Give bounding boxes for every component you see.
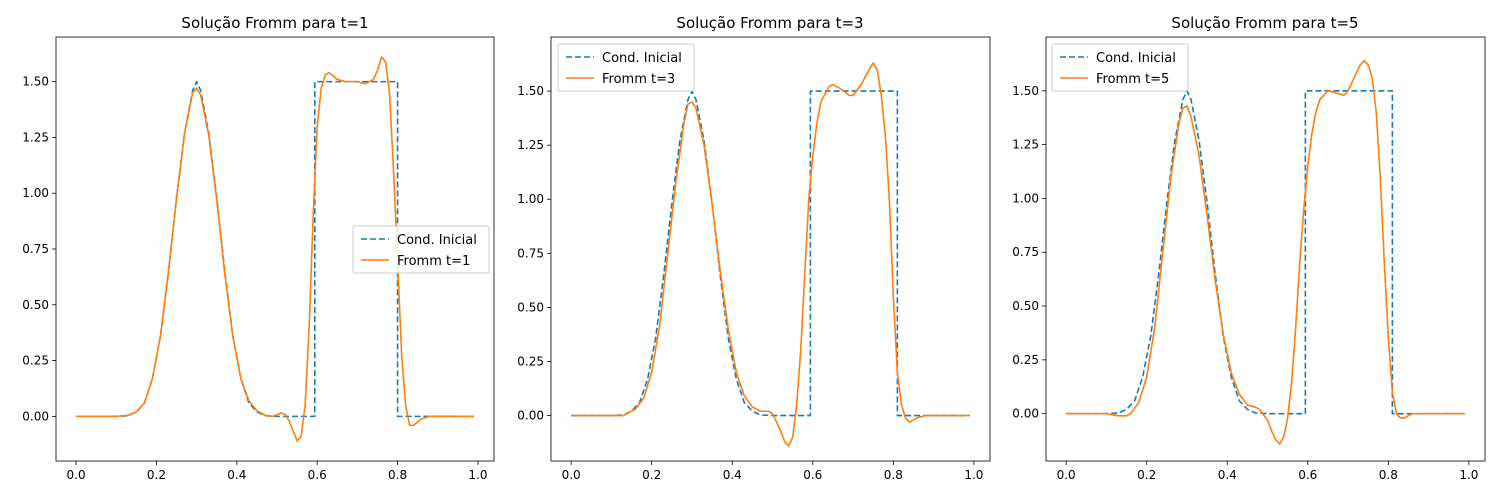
subplot-title: Solução Fromm para t=3 [676, 14, 863, 32]
y-tick-label: 0.50 [517, 300, 544, 314]
y-tick-label: 0.00 [517, 409, 544, 423]
series-line-fromm [1066, 59, 1465, 445]
y-tick-label: 0.50 [1012, 299, 1039, 313]
x-tick-label: 0.6 [308, 468, 327, 482]
series-line-initial [571, 90, 970, 417]
legend: Cond. Inicial Fromm t=5 [1051, 43, 1189, 92]
legend-box [557, 43, 695, 92]
axes-frame [1045, 36, 1486, 462]
y-tick-label: 0.25 [22, 354, 49, 368]
x-tick-label: 0.0 [562, 468, 581, 482]
x-tick-label: 0.0 [1057, 468, 1076, 482]
legend-label: Fromm t=3 [602, 72, 675, 87]
subplot-t3: Solução Fromm para t=3 0.0 0.2 0.4 0.6 0.8 1.… [517, 14, 991, 482]
series-line-fromm [571, 62, 970, 447]
y-tick-label: 0.00 [22, 409, 49, 423]
x-tick-label: 0.6 [803, 468, 822, 482]
y-tick-label: 1.25 [517, 138, 544, 152]
series-line-fromm [76, 56, 474, 442]
x-tick-label: 0.8 [388, 468, 407, 482]
y-tick-label: 0.50 [22, 298, 49, 312]
y-tick-label: 1.00 [517, 192, 544, 206]
x-tick-label: 1.0 [1459, 468, 1478, 482]
subplot-t1: Solução Fromm para t=1 0.0 0.2 0.4 0.6 0.8 1.… [22, 14, 495, 482]
legend: Cond. Inicial Fromm t=3 [557, 43, 695, 92]
x-tick-label: 0.8 [884, 468, 903, 482]
x-tick-label: 0.4 [723, 468, 742, 482]
legend-label: Fromm t=1 [397, 254, 470, 269]
x-tick-label: 0.6 [1298, 468, 1317, 482]
legend-box [352, 225, 490, 274]
y-tick-label: 0.25 [1012, 353, 1039, 367]
x-tick-label: 0.8 [1379, 468, 1398, 482]
series-group [1066, 59, 1465, 445]
legend-label: Cond. Inicial [602, 51, 682, 66]
x-tick-label: 0.0 [67, 468, 86, 482]
x-tick-label: 0.4 [227, 468, 246, 482]
y-tick-label: 1.25 [22, 130, 49, 144]
series-line-initial [1066, 90, 1465, 415]
series-group [76, 56, 474, 442]
y-tick-label: 1.50 [1012, 84, 1039, 98]
subplot-t5: Solução Fromm para t=5 0.0 0.2 0.4 0.6 0.8 1.… [1012, 14, 1486, 482]
x-tick-label: 0.2 [147, 468, 166, 482]
series-group [571, 62, 970, 447]
axes-frame [550, 36, 991, 462]
y-tick-label: 0.25 [517, 354, 544, 368]
y-tick-label: 0.00 [1012, 407, 1039, 421]
y-tick-label: 0.75 [517, 246, 544, 260]
x-tick-label: 1.0 [468, 468, 487, 482]
x-tick-label: 1.0 [964, 468, 983, 482]
subplot-title: Solução Fromm para t=5 [1171, 14, 1358, 32]
y-tick-label: 1.00 [22, 186, 49, 200]
legend-box [1051, 43, 1189, 92]
legend-label: Cond. Inicial [1096, 51, 1176, 66]
legend: Cond. Inicial Fromm t=1 [352, 225, 490, 274]
y-tick-label: 1.25 [1012, 138, 1039, 152]
y-tick-label: 1.00 [1012, 191, 1039, 205]
y-tick-label: 1.50 [22, 75, 49, 89]
legend-label: Fromm t=5 [1096, 72, 1169, 87]
y-tick-label: 0.75 [1012, 245, 1039, 259]
y-tick-label: 0.75 [22, 242, 49, 256]
y-tick-label: 1.50 [517, 84, 544, 98]
x-tick-label: 0.4 [1218, 468, 1237, 482]
x-tick-label: 0.2 [1137, 468, 1156, 482]
x-tick-label: 0.2 [642, 468, 661, 482]
subplot-title: Solução Fromm para t=1 [181, 14, 368, 32]
legend-label: Cond. Inicial [397, 233, 477, 248]
